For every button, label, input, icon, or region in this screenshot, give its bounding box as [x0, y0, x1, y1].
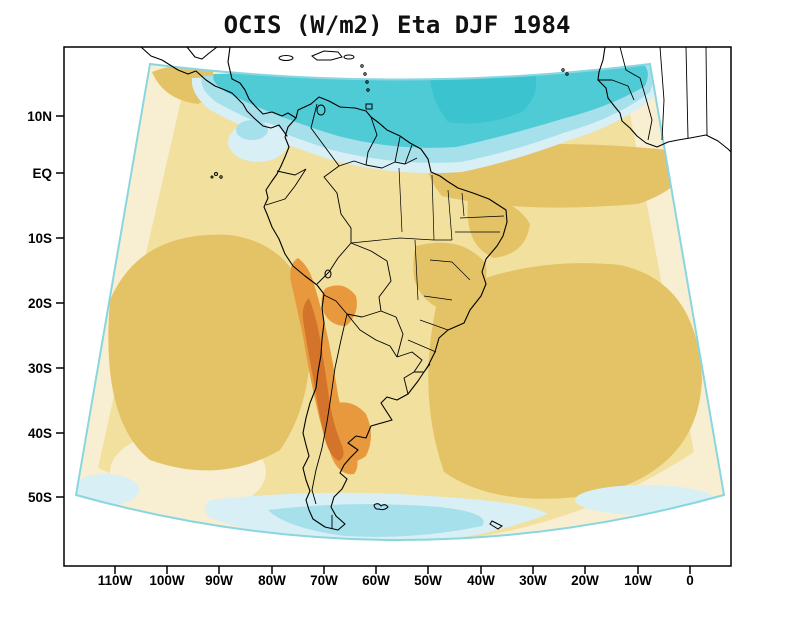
shading-cyan-band	[213, 64, 648, 148]
cape-verde-island	[561, 68, 565, 72]
x-tick-label: 40W	[467, 573, 495, 588]
y-axis-ticks	[56, 115, 64, 498]
coastline-africa	[597, 47, 731, 153]
shading-gold-sw-pacific	[108, 234, 311, 471]
x-tick-label: 60W	[362, 573, 390, 588]
x-tick-label: 0	[686, 573, 694, 588]
x-tick-label: 100W	[149, 573, 185, 588]
domain-boundary	[74, 62, 726, 541]
antilles-island	[360, 64, 364, 68]
falkland-islands	[373, 503, 389, 511]
x-tick-label: 20W	[571, 573, 599, 588]
shading-pale-blue-se-corner	[575, 485, 715, 515]
shading-gold-se-atlantic	[428, 263, 702, 499]
galapagos-island	[219, 175, 223, 179]
islands	[210, 50, 569, 530]
trinidad-island	[365, 103, 373, 110]
lake-maracaibo	[316, 104, 326, 116]
shading-light-blue-colombia-coast	[236, 120, 268, 140]
south-georgia-island	[489, 520, 503, 530]
shading-pale-blue-sw-corner	[76, 474, 139, 506]
cape-verde-island	[565, 72, 569, 76]
x-tick-label: 70W	[310, 573, 338, 588]
antilles-island	[363, 72, 367, 76]
x-axis-ticks	[114, 566, 691, 574]
antilles-island	[366, 88, 370, 92]
y-tick-label: 10S	[28, 231, 52, 246]
y-tick-label: 10N	[27, 109, 52, 124]
coastline-central-america	[140, 47, 297, 137]
x-tick-label: 110W	[98, 573, 133, 588]
x-tick-label: 80W	[258, 573, 286, 588]
hispaniola-island	[311, 50, 343, 61]
plot-title: OCIS (W/m2) Eta DJF 1984	[224, 11, 571, 39]
map-area	[74, 47, 731, 541]
shading-gold-ne-brazil	[467, 199, 530, 258]
y-tick-label: 30S	[28, 361, 52, 376]
jamaica-island	[278, 55, 294, 61]
plot-frame	[63, 46, 732, 567]
y-tick-label: 50S	[28, 490, 52, 505]
x-tick-label: 30W	[519, 573, 547, 588]
country-borders	[265, 47, 708, 529]
antilles-island	[365, 80, 369, 84]
x-tick-label: 90W	[205, 573, 233, 588]
state-borders	[350, 167, 505, 353]
shaded-domain	[76, 64, 724, 540]
shading-dark-orange-core	[302, 298, 344, 461]
x-tick-label: 50W	[414, 573, 442, 588]
galapagos-island	[214, 172, 218, 176]
y-tick-label: 40S	[28, 426, 52, 441]
coastline-south-america	[263, 96, 508, 531]
y-tick-label: 20S	[28, 296, 52, 311]
puerto-rico-island	[343, 54, 355, 60]
x-tick-label: 10W	[624, 573, 652, 588]
lake-titicaca	[324, 269, 332, 279]
galapagos-island	[210, 175, 214, 179]
y-tick-label: EQ	[32, 166, 52, 181]
shading-light-blue-south	[268, 504, 484, 537]
